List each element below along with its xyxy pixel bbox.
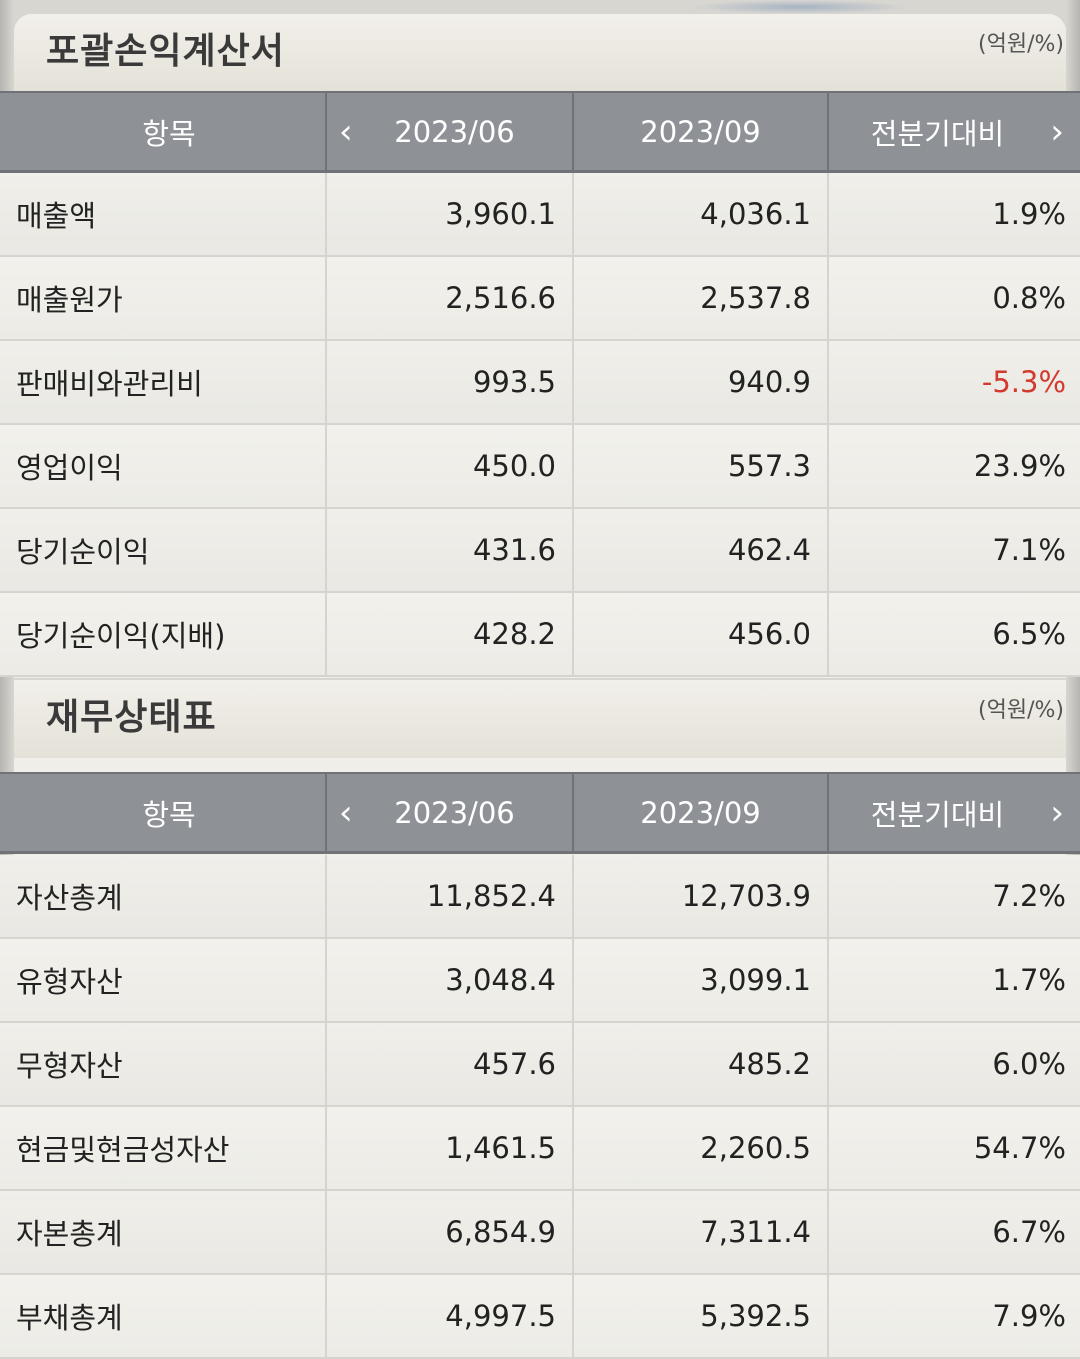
header-item: 항목 — [14, 774, 324, 851]
value-change: 6.5% — [827, 593, 1066, 675]
header-period-2: 2023/09 — [572, 774, 827, 851]
header-change-label: 전분기대비 — [870, 116, 1005, 151]
header-change: 전분기대비 › — [827, 774, 1066, 851]
header-item-label: 항목 — [142, 116, 196, 151]
row-label: 유형자산 — [16, 965, 123, 999]
table-row: 유형자산 3,048.4 3,099.1 1.7% — [0, 939, 1080, 1023]
income-table-header: 항목 ‹ 2023/06 2023/09 전분기대비 › — [0, 91, 1080, 173]
balance-table-header: 항목 ‹ 2023/06 2023/09 전분기대비 › — [0, 772, 1080, 854]
value-period-1: 11,852.4 — [325, 855, 572, 937]
header-period-2-label: 2023/09 — [640, 795, 761, 830]
row-label: 자산총계 — [16, 881, 123, 915]
value-period-1: 450.0 — [325, 425, 572, 507]
value-change: 1.9% — [827, 173, 1066, 255]
value-period-2: 7,311.4 — [572, 1191, 827, 1273]
value-period-2: 456.0 — [572, 593, 827, 675]
row-label: 자본총계 — [16, 1217, 123, 1251]
chevron-right-icon[interactable]: › — [1050, 111, 1064, 152]
value-change: 7.2% — [827, 855, 1066, 937]
chevron-left-icon[interactable]: ‹ — [339, 792, 353, 833]
chevron-left-icon[interactable]: ‹ — [339, 111, 353, 152]
value-change: 7.9% — [827, 1275, 1066, 1357]
value-change: 7.1% — [827, 509, 1066, 591]
header-period-1: ‹ 2023/06 — [325, 93, 572, 170]
row-label: 현금및현금성자산 — [16, 1133, 230, 1167]
income-table-body: 매출액 3,960.1 4,036.1 1.9% 매출원가 2,516.6 2,… — [0, 173, 1080, 677]
value-period-2: 5,392.5 — [572, 1275, 827, 1357]
table-row: 판매비와관리비 993.5 940.9 -5.3% — [0, 341, 1080, 425]
table-row: 자본총계 6,854.9 7,311.4 6.7% — [0, 1191, 1080, 1275]
balance-table-body: 자산총계 11,852.4 12,703.9 7.2% 유형자산 3,048.4… — [0, 855, 1080, 1359]
table-row: 당기순이익(지배) 428.2 456.0 6.5% — [0, 593, 1080, 677]
value-period-1: 1,461.5 — [325, 1107, 572, 1189]
table-row: 당기순이익 431.6 462.4 7.1% — [0, 509, 1080, 593]
top-decoration — [690, 0, 910, 14]
table-row: 무형자산 457.6 485.2 6.0% — [0, 1023, 1080, 1107]
header-period-1-label: 2023/06 — [394, 114, 515, 149]
value-change: 6.7% — [827, 1191, 1066, 1273]
section-title: 재무상태표 — [46, 697, 217, 738]
row-label: 매출원가 — [16, 283, 123, 317]
row-label: 당기순이익 — [16, 535, 150, 569]
value-period-2: 940.9 — [572, 341, 827, 423]
header-period-2: 2023/09 — [572, 93, 827, 170]
value-period-2: 3,099.1 — [572, 939, 827, 1021]
row-label: 매출액 — [16, 199, 97, 233]
value-period-2: 12,703.9 — [572, 855, 827, 937]
unit-label: (억원/%) — [978, 32, 1064, 57]
row-label: 부채총계 — [16, 1301, 123, 1335]
header-period-2-label: 2023/09 — [640, 114, 761, 149]
value-change: 0.8% — [827, 257, 1066, 339]
chevron-right-icon[interactable]: › — [1050, 792, 1064, 833]
value-period-1: 2,516.6 — [325, 257, 572, 339]
value-period-2: 485.2 — [572, 1023, 827, 1105]
value-period-2: 2,260.5 — [572, 1107, 827, 1189]
header-period-1-label: 2023/06 — [394, 795, 515, 830]
row-label: 당기순이익(지배) — [16, 619, 226, 653]
value-change: 23.9% — [827, 425, 1066, 507]
value-period-1: 457.6 — [325, 1023, 572, 1105]
section-title: 포괄손익계산서 — [46, 31, 285, 72]
value-period-1: 6,854.9 — [325, 1191, 572, 1273]
value-period-1: 3,960.1 — [325, 173, 572, 255]
value-period-2: 2,537.8 — [572, 257, 827, 339]
value-change: 54.7% — [827, 1107, 1066, 1189]
value-period-1: 428.2 — [325, 593, 572, 675]
table-row: 영업이익 450.0 557.3 23.9% — [0, 425, 1080, 509]
row-label: 영업이익 — [16, 451, 123, 485]
row-label: 판매비와관리비 — [16, 367, 203, 401]
value-change: 1.7% — [827, 939, 1066, 1021]
value-period-2: 557.3 — [572, 425, 827, 507]
value-period-2: 462.4 — [572, 509, 827, 591]
value-period-1: 993.5 — [325, 341, 572, 423]
header-change: 전분기대비 › — [827, 93, 1066, 170]
unit-label: (억원/%) — [978, 698, 1064, 723]
header-period-1: ‹ 2023/06 — [325, 774, 572, 851]
table-row: 매출원가 2,516.6 2,537.8 0.8% — [0, 257, 1080, 341]
table-row: 매출액 3,960.1 4,036.1 1.9% — [0, 173, 1080, 257]
table-row: 현금및현금성자산 1,461.5 2,260.5 54.7% — [0, 1107, 1080, 1191]
value-period-1: 431.6 — [325, 509, 572, 591]
value-period-1: 4,997.5 — [325, 1275, 572, 1357]
header-item: 항목 — [14, 93, 324, 170]
value-change-negative: -5.3% — [827, 341, 1066, 423]
value-change: 6.0% — [827, 1023, 1066, 1105]
header-change-label: 전분기대비 — [870, 797, 1005, 832]
balance-sheet-header: 재무상태표 (억원/%) — [14, 680, 1066, 758]
value-period-2: 4,036.1 — [572, 173, 827, 255]
header-item-label: 항목 — [142, 797, 196, 832]
value-period-1: 3,048.4 — [325, 939, 572, 1021]
income-statement-header: 포괄손익계산서 (억원/%) — [14, 14, 1066, 92]
row-label: 무형자산 — [16, 1049, 123, 1083]
table-row: 부채총계 4,997.5 5,392.5 7.9% — [0, 1275, 1080, 1359]
table-row: 자산총계 11,852.4 12,703.9 7.2% — [0, 855, 1080, 939]
